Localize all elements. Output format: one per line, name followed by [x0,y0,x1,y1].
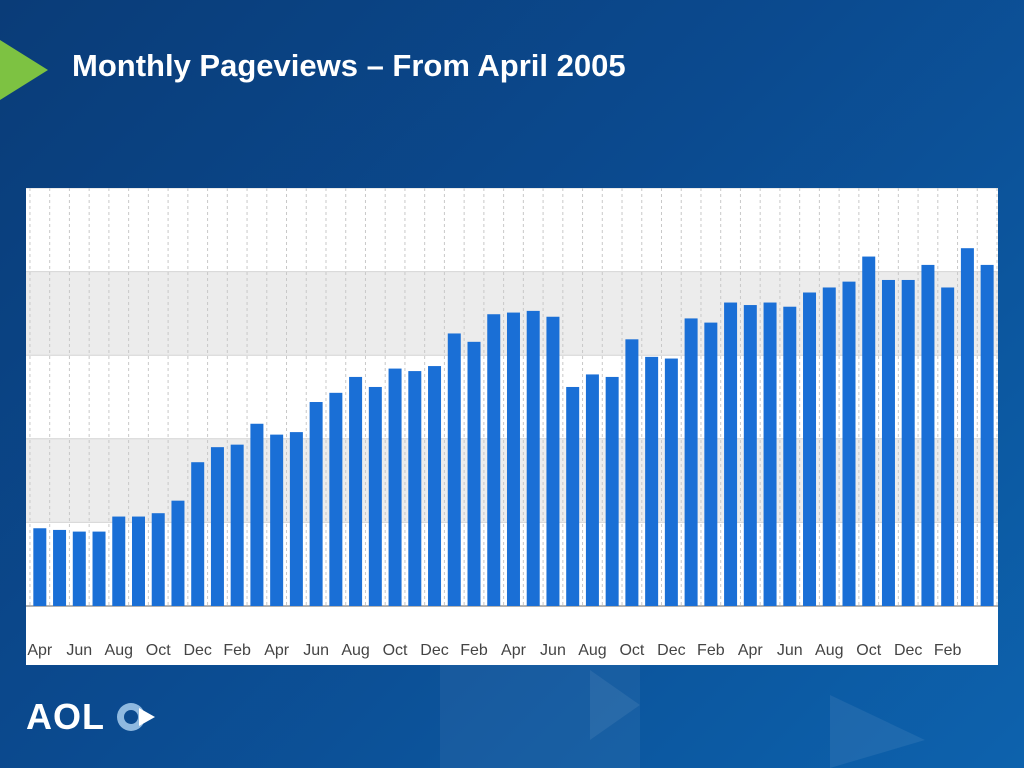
logo-text: AOL [26,696,105,737]
bar [605,376,619,606]
bar [783,306,797,606]
bar [53,529,67,606]
x-tick-label: Jun [303,642,329,659]
bg-arrow [830,695,925,768]
bar [309,402,323,606]
logo-arrow [139,708,155,726]
bar [191,462,205,606]
bar [447,333,461,606]
bar [526,310,540,606]
bar [743,305,757,606]
bar [921,264,935,606]
bar [72,531,86,606]
x-tick-label: Dec [657,642,685,659]
bar [408,371,422,606]
bar [625,339,639,606]
x-tick-label: Feb [460,642,488,659]
bar [724,302,738,606]
title: Monthly Pageviews – From April 2005 [72,48,626,83]
bar [230,444,244,606]
x-tick-label: Apr [738,642,764,659]
bar [585,374,599,606]
x-tick-label: Feb [223,642,251,659]
bar [112,516,126,606]
x-tick-label: Dec [894,642,922,659]
chart: Apr Jun Aug Oct Dec Feb Apr Jun Aug Oct Dec Feb Apr J… [26,188,998,665]
x-tick-label: Apr [264,642,290,659]
x-tick-label: Dec [183,642,211,659]
accent-arrow [0,40,48,100]
bar [822,287,836,606]
bar [329,392,343,606]
bar [349,376,363,606]
x-tick-label: Aug [341,642,369,659]
bar [388,368,402,606]
logo-icon [117,703,155,731]
bg-arrow [590,670,640,740]
bar [763,302,777,606]
bar [270,434,284,606]
x-tick-label: Oct [146,642,171,659]
x-tick-label: Aug [105,642,133,659]
logo-core [124,710,138,724]
bar [428,366,442,606]
bar [289,432,303,606]
bar [487,314,501,606]
bar [171,500,185,606]
bar [33,528,47,606]
bar [704,322,718,606]
x-tick-label: Oct [856,642,881,659]
x-tick-label: Apr [27,642,53,659]
bar [92,531,106,606]
bar [467,341,481,606]
x-tick-label: Feb [934,642,962,659]
x-tick-label: Jun [540,642,566,659]
x-tick-label: Feb [697,642,725,659]
x-tick-label: Apr [501,642,527,659]
bar [842,281,856,606]
bar [664,358,678,606]
bar [941,287,955,606]
bar [803,292,817,606]
x-tick-label: Aug [815,642,843,659]
bar [151,513,165,606]
bar [645,356,659,606]
bar [901,279,915,606]
bar [368,386,382,606]
bar [960,248,974,606]
bar [250,423,264,606]
bar [210,447,224,606]
bar [684,318,698,606]
x-tick-label: Oct [383,642,408,659]
bar [506,312,520,606]
bar [881,279,895,606]
x-tick-label: Jun [66,642,92,659]
bar [131,516,145,606]
x-tick-label: Dec [420,642,448,659]
bar [546,316,560,606]
x-tick-label: Aug [578,642,606,659]
logo: AOL [26,692,161,742]
bar [980,264,994,606]
x-tick-label: Jun [777,642,803,659]
bar [566,386,580,606]
x-tick-label: Oct [619,642,644,659]
bg-shape [440,660,640,768]
bar [862,256,876,606]
